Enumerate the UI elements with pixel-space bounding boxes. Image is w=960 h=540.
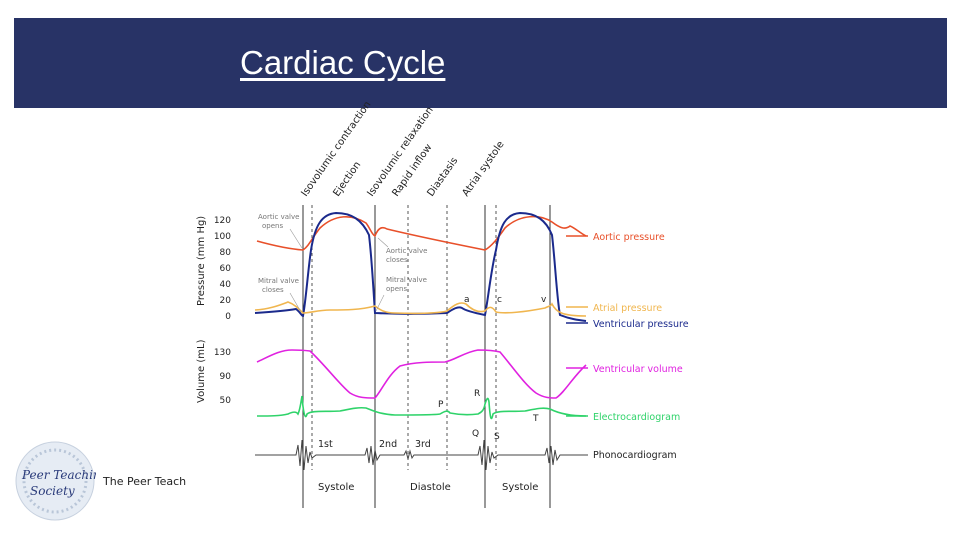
atrial-wave-c: c bbox=[497, 295, 502, 305]
phonocardiogram-trace bbox=[255, 439, 586, 471]
ecg-wave-t: T bbox=[532, 414, 539, 424]
volume-axis-ticks: 130 90 50 bbox=[214, 348, 231, 406]
legend-ventricular-pressure: Ventricular pressure bbox=[593, 319, 689, 330]
ecg-wave-p: P bbox=[438, 400, 444, 410]
slide-title: Cardiac Cycle bbox=[240, 44, 446, 81]
volume-tick: 50 bbox=[220, 396, 232, 406]
pressure-tick: 80 bbox=[220, 248, 232, 258]
period-systole-2: Systole bbox=[502, 482, 538, 493]
pressure-tick: 100 bbox=[214, 232, 231, 242]
logo-script-line2: Society bbox=[30, 484, 75, 498]
title-bar: Cardiac Cycle bbox=[14, 18, 947, 108]
legend-ventricular-volume: Ventricular volume bbox=[593, 364, 683, 375]
pressure-axis-ticks: 120 100 80 60 40 20 0 bbox=[214, 216, 231, 322]
aortic-valve-opens-line2: opens bbox=[262, 222, 283, 230]
atrial-wave-v: v bbox=[541, 295, 547, 305]
legend-phonocardiogram: Phonocardiogram bbox=[593, 450, 677, 461]
ventricular-pressure-curve bbox=[254, 211, 587, 322]
ecg-wave-q: Q bbox=[472, 429, 479, 439]
pressure-tick: 120 bbox=[214, 216, 231, 226]
heart-sound-3rd: 3rd bbox=[415, 439, 431, 450]
phase-dashed-lines bbox=[311, 205, 497, 470]
pressure-tick: 60 bbox=[220, 264, 232, 274]
mitral-valve-closes-line2: closes bbox=[262, 286, 284, 294]
atrial-pressure-curve bbox=[254, 301, 587, 317]
atrial-wave-a: a bbox=[464, 295, 470, 305]
peer-teaching-society-logo: Peer Teaching Society bbox=[15, 441, 96, 521]
phase-label-atrial-systole: Atrial systole bbox=[460, 139, 506, 198]
mitral-valve-opens-line1: Mitral valve bbox=[386, 276, 427, 284]
legend: Aortic pressure Atrial pressure Ventricu… bbox=[566, 232, 689, 461]
valve-annotations: Aortic valve opens Aortic valve closes M… bbox=[258, 213, 427, 294]
legend-electrocardiogram: Electrocardiogram bbox=[593, 412, 680, 423]
phase-label-ejection: Ejection bbox=[331, 160, 363, 199]
aortic-valve-closes-line1: Aortic valve bbox=[386, 247, 427, 255]
logo-script-line1: Peer Teaching bbox=[21, 468, 96, 482]
annotation-leader-lines bbox=[289, 228, 389, 313]
pressure-tick: 0 bbox=[225, 312, 231, 322]
ecg-wave-s: S bbox=[494, 432, 500, 442]
mitral-valve-closes-line1: Mitral valve bbox=[258, 277, 299, 285]
phase-label-diastasis: Diastasis bbox=[425, 155, 460, 198]
pressure-tick: 40 bbox=[220, 280, 232, 290]
phase-labels: Isovolumic contraction Ejection Isovolum… bbox=[299, 100, 506, 199]
aortic-pressure-curve bbox=[256, 215, 587, 251]
volume-tick: 130 bbox=[214, 348, 231, 358]
pressure-axis-label: Pressure (mm Hg) bbox=[196, 216, 207, 306]
wave-letters: a c v P Q R S T bbox=[438, 295, 547, 442]
volume-tick: 90 bbox=[220, 372, 232, 382]
ecg-curve bbox=[256, 395, 587, 420]
logo-caption: The Peer Teach bbox=[103, 475, 187, 488]
ventricular-volume-curve bbox=[256, 349, 587, 399]
heart-sound-labels: 1st 2nd 3rd bbox=[318, 439, 431, 450]
period-diastole: Diastole bbox=[410, 482, 451, 493]
heart-sound-2nd: 2nd bbox=[379, 439, 397, 450]
ecg-wave-r: R bbox=[474, 389, 480, 399]
aortic-valve-opens-line1: Aortic valve bbox=[258, 213, 299, 221]
heart-sound-1st: 1st bbox=[318, 439, 333, 450]
period-systole-1: Systole bbox=[318, 482, 354, 493]
legend-aortic-pressure: Aortic pressure bbox=[593, 232, 665, 243]
aortic-valve-closes-line2: closes bbox=[386, 256, 408, 264]
mitral-valve-opens-line2: opens bbox=[386, 285, 407, 293]
legend-atrial-pressure: Atrial pressure bbox=[593, 303, 662, 314]
period-labels: Systole Diastole Systole bbox=[318, 482, 538, 493]
pressure-tick: 20 bbox=[220, 296, 232, 306]
volume-axis-label: Volume (mL) bbox=[196, 339, 207, 403]
